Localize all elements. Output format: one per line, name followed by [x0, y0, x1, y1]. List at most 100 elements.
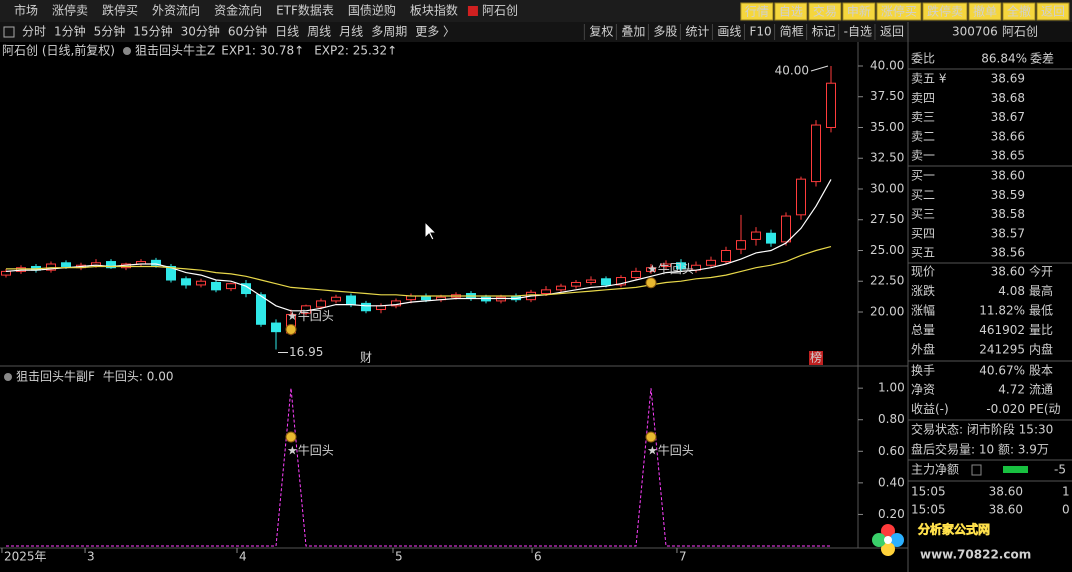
- status-text: 盘后交易量: 10 额: 3.9万: [911, 442, 1049, 457]
- mouse-cursor: [424, 220, 438, 241]
- candle-body: [811, 124, 821, 183]
- toolbar-button[interactable]: 返回: [880, 25, 904, 39]
- signal-line: [6, 388, 831, 547]
- logo-petal: [881, 542, 895, 556]
- top-button-bg: [922, 2, 968, 21]
- period-tab[interactable]: 30分钟: [181, 24, 220, 39]
- top-button[interactable]: 交易: [813, 4, 837, 19]
- period-tab[interactable]: 15分钟: [133, 24, 172, 39]
- indicator-title: 狙击回头牛副F: [16, 369, 95, 384]
- stat-label2: 内盘: [1029, 342, 1053, 357]
- top-button[interactable]: 涨停买: [881, 4, 917, 19]
- candle-body: [16, 267, 26, 272]
- toolbar-button[interactable]: F10: [749, 25, 771, 39]
- bid-label: 买五: [911, 246, 935, 260]
- period-tab[interactable]: 月线: [339, 25, 363, 39]
- stock-icon: [467, 6, 478, 16]
- bid-label: 买一: [911, 169, 935, 183]
- top-button[interactable]: 返回: [1041, 5, 1065, 19]
- candle-body: [571, 281, 581, 287]
- menu-item[interactable]: 资金流向: [214, 3, 262, 18]
- top-button[interactable]: 撤单: [973, 4, 997, 19]
- y-tick-label: 22.50: [870, 274, 904, 288]
- candle-body: [706, 259, 716, 266]
- bid-price: 38.60: [991, 169, 1025, 183]
- ask-price: 38.65: [991, 149, 1025, 163]
- period-tab[interactable]: 周线: [307, 25, 331, 39]
- ratio-label2: 委差: [1030, 52, 1054, 66]
- stat-value: 38.60: [991, 265, 1025, 279]
- top-button[interactable]: 自选: [779, 5, 803, 19]
- logo-petal: [881, 524, 895, 538]
- candle-body: [46, 263, 56, 271]
- tick-price: 38.60: [989, 503, 1023, 517]
- indicator-name: 狙击回头牛主Z: [135, 43, 215, 58]
- y-tick-label: 27.50: [870, 212, 904, 226]
- stat-label: 现价: [911, 265, 935, 279]
- toolbar-button[interactable]: 画线: [717, 25, 741, 39]
- top-button[interactable]: 全撤: [1007, 4, 1031, 19]
- candle-body: [646, 267, 656, 272]
- candle-body: [211, 281, 221, 291]
- stat-value: 461902: [979, 323, 1025, 337]
- signal-icon: [285, 431, 297, 443]
- period-tab[interactable]: 多周期: [371, 25, 407, 39]
- top-button[interactable]: 行情: [745, 5, 769, 19]
- toolbar-button[interactable]: 简框: [780, 25, 804, 39]
- tick-volume: 1: [1062, 485, 1070, 499]
- period-bar: [0, 22, 908, 42]
- signal-label: ★牛回头: [647, 261, 694, 276]
- panel-icon: [3, 26, 15, 38]
- menu-item[interactable]: 外资流向: [152, 3, 200, 18]
- stat-label: 涨幅: [911, 303, 935, 318]
- stat-label2: 量比: [1029, 323, 1053, 337]
- event-label: 财: [360, 351, 372, 365]
- candle-body: [346, 295, 356, 306]
- period-tab[interactable]: 1分钟: [54, 24, 86, 39]
- top-button-bg: [774, 2, 808, 21]
- menu-item[interactable]: ETF数据表: [276, 3, 334, 18]
- toolbar-button[interactable]: -自选: [844, 25, 872, 39]
- candle-body: [661, 263, 671, 267]
- top-button[interactable]: 跌停卖: [927, 4, 963, 19]
- menu-item[interactable]: 市场: [14, 3, 38, 18]
- toolbar-button[interactable]: 统计: [685, 25, 709, 39]
- x-tick-label: 4: [239, 550, 247, 564]
- candle-body: [616, 277, 626, 286]
- top-button-bg: [876, 2, 922, 21]
- x-tick-label: 3: [87, 550, 95, 564]
- period-tab[interactable]: 更多 〉: [415, 25, 455, 39]
- min-label: 16.95: [289, 345, 323, 359]
- toolbar-button[interactable]: 叠加: [621, 25, 645, 39]
- toolbar-button[interactable]: 多股: [653, 25, 677, 39]
- logo-url: www.70822.com: [920, 548, 1031, 562]
- stat-value: 4.72: [998, 383, 1025, 397]
- y-tick-label: 35.00: [870, 120, 904, 134]
- period-tab[interactable]: 60分钟: [228, 24, 267, 39]
- menu-item[interactable]: 国债逆购: [348, 3, 396, 18]
- stat-label2: 流通: [1029, 383, 1053, 397]
- menu-item[interactable]: 跌停买: [102, 3, 138, 18]
- chart-title: 阿石创 (日线,前复权): [2, 43, 115, 58]
- ask-label: 卖五 ¥: [911, 72, 947, 86]
- x-tick-label: 5: [395, 550, 403, 564]
- period-tab[interactable]: 5分钟: [94, 24, 126, 39]
- ask-price: 38.68: [991, 91, 1025, 105]
- stat-value: 11.82%: [979, 304, 1025, 318]
- signal-label: ★牛回头: [287, 443, 334, 458]
- period-tab[interactable]: 日线: [275, 25, 299, 39]
- menu-item[interactable]: 板块指数: [410, 3, 458, 18]
- period-tab[interactable]: 分时: [22, 25, 46, 39]
- menu-item[interactable]: 涨停卖: [52, 3, 88, 18]
- candle-body: [331, 296, 341, 302]
- flow-value: -5: [1054, 463, 1066, 477]
- top-button[interactable]: 申新: [847, 4, 871, 19]
- toolbar-button[interactable]: 标记: [812, 25, 836, 39]
- stat-label2: 股本: [1029, 364, 1053, 378]
- candle-body: [601, 278, 611, 286]
- bid-price: 38.59: [991, 188, 1025, 202]
- stock-code: 300706: [952, 25, 998, 39]
- toolbar-button[interactable]: 复权: [589, 25, 613, 39]
